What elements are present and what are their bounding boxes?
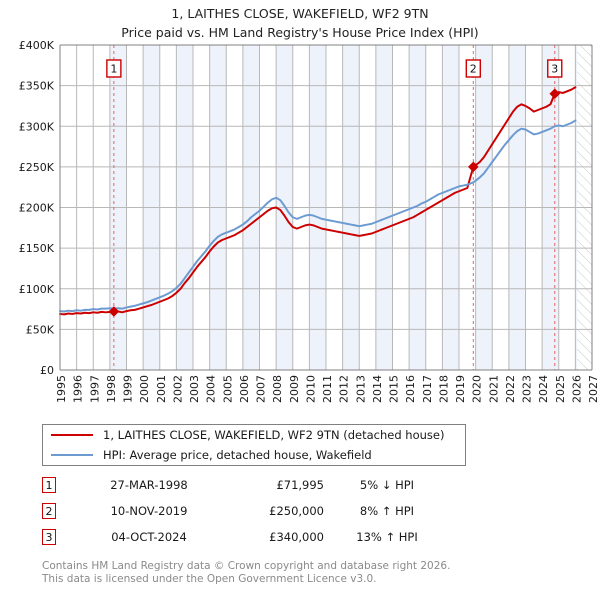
svg-text:2010: 2010 [304, 375, 317, 403]
svg-text:1998: 1998 [105, 375, 118, 403]
svg-text:2022: 2022 [504, 375, 517, 403]
svg-text:2024: 2024 [537, 375, 550, 403]
transaction-price-2: £250,000 [269, 504, 324, 518]
table-row: 3 04-OCT-2024 £340,000 13% ↑ HPI [42, 524, 472, 550]
footer-line-2: This data is licensed under the Open Gov… [42, 573, 377, 585]
legend-item-price-paid: 1, LAITHES CLOSE, WAKEFIELD, WF2 9TN (de… [43, 425, 465, 445]
legend-swatch-price-paid [51, 434, 93, 436]
svg-text:2023: 2023 [521, 375, 534, 403]
table-row: 1 27-MAR-1998 £71,995 5% ↓ HPI [42, 472, 472, 498]
svg-text:2005: 2005 [221, 375, 234, 403]
svg-text:2011: 2011 [321, 375, 334, 403]
chart-legend: 1, LAITHES CLOSE, WAKEFIELD, WF2 9TN (de… [42, 424, 466, 466]
svg-text:£200K: £200K [19, 202, 55, 215]
legend-item-hpi: HPI: Average price, detached house, Wake… [43, 445, 465, 465]
svg-text:2014: 2014 [371, 375, 384, 403]
attribution-footer: Contains HM Land Registry data © Crown c… [42, 560, 562, 586]
transaction-badge-2: 2 [42, 503, 56, 519]
svg-text:2017: 2017 [421, 375, 434, 403]
svg-text:2015: 2015 [388, 375, 401, 403]
svg-text:2016: 2016 [404, 375, 417, 403]
svg-text:2009: 2009 [288, 375, 301, 403]
svg-text:2012: 2012 [338, 375, 351, 403]
svg-text:2018: 2018 [437, 375, 450, 403]
svg-text:2008: 2008 [271, 375, 284, 403]
svg-text:3: 3 [551, 63, 558, 76]
svg-text:£400K: £400K [19, 39, 55, 52]
transaction-date-2: 10-NOV-2019 [110, 504, 188, 518]
svg-text:2021: 2021 [487, 375, 500, 403]
svg-text:£350K: £350K [19, 80, 55, 93]
svg-text:1995: 1995 [55, 375, 68, 403]
page-title: 1, LAITHES CLOSE, WAKEFIELD, WF2 9TN [171, 6, 429, 21]
svg-text:2003: 2003 [188, 375, 201, 403]
svg-text:£300K: £300K [19, 120, 55, 133]
svg-text:2013: 2013 [354, 375, 367, 403]
svg-text:1: 1 [110, 63, 117, 76]
transaction-price-3: £340,000 [269, 530, 324, 544]
legend-label-price-paid: 1, LAITHES CLOSE, WAKEFIELD, WF2 9TN (de… [103, 428, 445, 442]
svg-text:2002: 2002 [171, 375, 184, 403]
svg-text:£0: £0 [40, 364, 54, 377]
page-subtitle: Price paid vs. HM Land Registry's House … [121, 25, 479, 40]
svg-text:1997: 1997 [88, 375, 101, 403]
transaction-date-1: 27-MAR-1998 [110, 478, 188, 492]
footer-line-1: Contains HM Land Registry data © Crown c… [42, 560, 451, 572]
svg-text:2001: 2001 [155, 375, 168, 403]
svg-text:£250K: £250K [19, 161, 55, 174]
svg-text:2000: 2000 [138, 375, 151, 403]
svg-text:£50K: £50K [26, 323, 55, 336]
svg-text:1996: 1996 [72, 375, 85, 403]
legend-label-hpi: HPI: Average price, detached house, Wake… [103, 448, 372, 462]
hpi-line-chart: £0 £50K £100K £150K £200K £250K £300K £350K £400… [19, 39, 600, 403]
transaction-delta-1: 5% ↓ HPI [359, 478, 415, 492]
svg-text:2025: 2025 [554, 375, 567, 403]
table-row: 2 10-NOV-2019 £250,000 8% ↑ HPI [42, 498, 472, 524]
svg-text:2004: 2004 [205, 375, 218, 403]
svg-text:2019: 2019 [454, 375, 467, 403]
svg-text:2: 2 [470, 63, 477, 76]
svg-text:2006: 2006 [238, 375, 251, 403]
transactions-table: 1 27-MAR-1998 £71,995 5% ↓ HPI 2 10-NOV-… [42, 472, 472, 550]
svg-text:1999: 1999 [122, 375, 135, 403]
transaction-price-1: £71,995 [276, 478, 324, 492]
transaction-badge-3: 3 [42, 529, 56, 545]
svg-text:£100K: £100K [19, 283, 55, 296]
transaction-date-3: 04-OCT-2024 [111, 530, 187, 544]
transaction-badge-1: 1 [42, 477, 56, 493]
svg-text:2027: 2027 [587, 375, 600, 403]
transaction-delta-2: 8% ↑ HPI [359, 504, 415, 518]
svg-text:2026: 2026 [570, 375, 583, 403]
svg-text:2007: 2007 [255, 375, 268, 403]
svg-text:£150K: £150K [19, 242, 55, 255]
chart-title-block: 1, LAITHES CLOSE, WAKEFIELD, WF2 9TN Pri… [0, 4, 600, 42]
svg-text:2020: 2020 [471, 375, 484, 403]
transaction-delta-3: 13% ↑ HPI [356, 530, 418, 544]
legend-swatch-hpi [51, 454, 93, 456]
